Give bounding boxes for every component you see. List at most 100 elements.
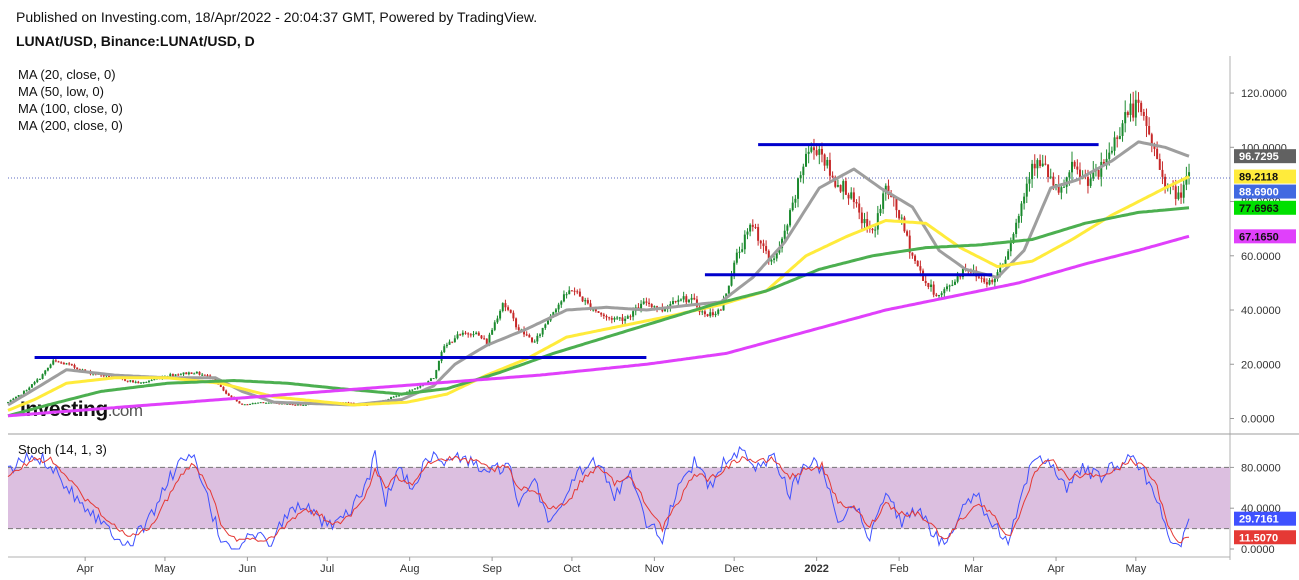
price-label-bg xyxy=(1234,149,1296,164)
candle-body xyxy=(150,380,153,382)
time-tick-label: Mar xyxy=(964,563,983,575)
candle-body xyxy=(672,301,674,305)
candle-body xyxy=(749,224,752,232)
price-label-bg xyxy=(1234,184,1296,199)
candle-body xyxy=(219,384,222,387)
stoch-k-line xyxy=(7,445,1190,550)
candle-body xyxy=(1060,187,1063,193)
candle-body xyxy=(171,374,174,376)
candle-body xyxy=(201,374,204,376)
candle-body xyxy=(531,337,534,342)
candle-body xyxy=(852,192,855,203)
candle-body xyxy=(65,363,68,365)
candle-body xyxy=(70,364,73,366)
candle-body xyxy=(882,193,885,209)
candle-body xyxy=(831,175,834,178)
candle-body xyxy=(648,302,651,305)
candle-body xyxy=(304,404,307,406)
candle-body xyxy=(528,334,531,338)
candle-body xyxy=(581,296,584,302)
candle-body xyxy=(938,295,940,297)
candle-body xyxy=(887,185,890,195)
candle-body xyxy=(940,293,943,296)
candle-body xyxy=(41,374,44,379)
candle-body xyxy=(235,398,238,402)
candle-body xyxy=(706,314,709,317)
candle-body xyxy=(267,402,270,404)
candle-body xyxy=(850,192,853,199)
candle-body xyxy=(812,147,815,151)
candle-body xyxy=(645,301,648,303)
candle-body xyxy=(1188,172,1191,177)
candle-body xyxy=(1158,158,1161,170)
candle-body xyxy=(791,202,794,211)
candle-body xyxy=(778,248,781,253)
candle-body xyxy=(132,380,135,383)
candle-body xyxy=(805,153,807,167)
candle-body xyxy=(1134,99,1137,118)
stoch-label-bg xyxy=(1234,530,1296,545)
candle-body xyxy=(44,370,47,375)
candle-body xyxy=(238,401,241,404)
candle-body xyxy=(562,294,565,302)
candle-body xyxy=(866,219,869,228)
candle-body xyxy=(573,290,576,292)
candle-body xyxy=(294,404,297,406)
candle-body xyxy=(767,250,770,262)
time-tick-label: Nov xyxy=(645,563,665,575)
candle-body xyxy=(640,303,643,310)
candle-body xyxy=(754,226,757,228)
candle-body xyxy=(943,289,946,294)
candle-body xyxy=(717,309,720,314)
candle-body xyxy=(919,266,922,271)
candle-body xyxy=(467,333,470,335)
time-tick-label: Jun xyxy=(239,563,257,575)
stoch-label: 11.5070 xyxy=(1239,532,1278,544)
candle-body xyxy=(948,285,951,287)
candle-body xyxy=(222,386,225,391)
candle-body xyxy=(432,378,435,380)
candle-body xyxy=(28,387,31,391)
candle-body xyxy=(483,338,486,340)
candle-body xyxy=(270,402,273,404)
candle-body xyxy=(60,362,63,364)
candle-body xyxy=(493,322,496,330)
candle-body xyxy=(951,284,954,286)
time-tick-label: Apr xyxy=(1047,563,1064,575)
candle-body xyxy=(1116,137,1119,139)
candle-body xyxy=(770,259,773,262)
candle-body xyxy=(52,360,55,365)
candle-body xyxy=(491,329,494,335)
candle-body xyxy=(1172,185,1175,187)
candle-body xyxy=(1007,251,1010,260)
candle-body xyxy=(7,402,9,404)
candle-body xyxy=(679,299,682,301)
candle-body xyxy=(49,364,52,368)
candle-body xyxy=(1078,169,1081,179)
candle-body xyxy=(299,404,302,406)
candle-body xyxy=(102,375,105,377)
candle-body xyxy=(1020,203,1023,217)
candle-body xyxy=(568,290,571,295)
candle-body xyxy=(775,252,778,259)
candle-body xyxy=(985,282,988,285)
candle-body xyxy=(411,389,414,391)
stoch-label: 29.7161 xyxy=(1239,514,1279,526)
price-label: 96.7295 xyxy=(1239,151,1279,163)
candle-body xyxy=(703,311,706,315)
candle-body xyxy=(863,219,866,224)
candle-body xyxy=(525,334,528,336)
ma-line-100 xyxy=(7,206,1190,418)
candle-body xyxy=(1177,192,1180,199)
candle-body xyxy=(445,344,448,347)
candle-body xyxy=(134,381,137,383)
stoch-tick-label: 80.0000 xyxy=(1241,462,1281,474)
candle-body xyxy=(818,148,821,155)
candle-body xyxy=(1140,102,1143,112)
candle-body xyxy=(9,400,12,403)
stoch-d-line xyxy=(7,455,1190,544)
candle-body xyxy=(602,314,605,317)
candle-body xyxy=(539,334,541,336)
candle-body xyxy=(871,228,874,231)
time-tick-label: Dec xyxy=(724,563,744,575)
